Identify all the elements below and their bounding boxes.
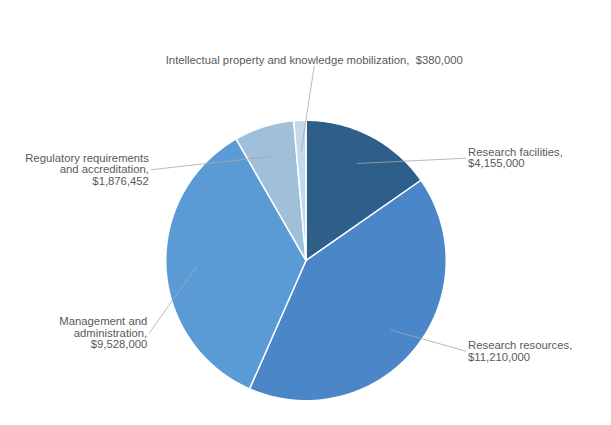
svg-text:Management andadministration,$: Management andadministration,$9,528,000 <box>59 315 147 350</box>
svg-text:Regulatory requirementsand acc: Regulatory requirementsand accreditation… <box>25 152 149 187</box>
svg-text:Research resources,$11,210,000: Research resources,$11,210,000 <box>468 339 572 362</box>
svg-text:Intellectual property and know: Intellectual property and knowledge mobi… <box>166 54 463 66</box>
svg-text:Research facilities,$4,155,000: Research facilities,$4,155,000 <box>468 146 563 169</box>
